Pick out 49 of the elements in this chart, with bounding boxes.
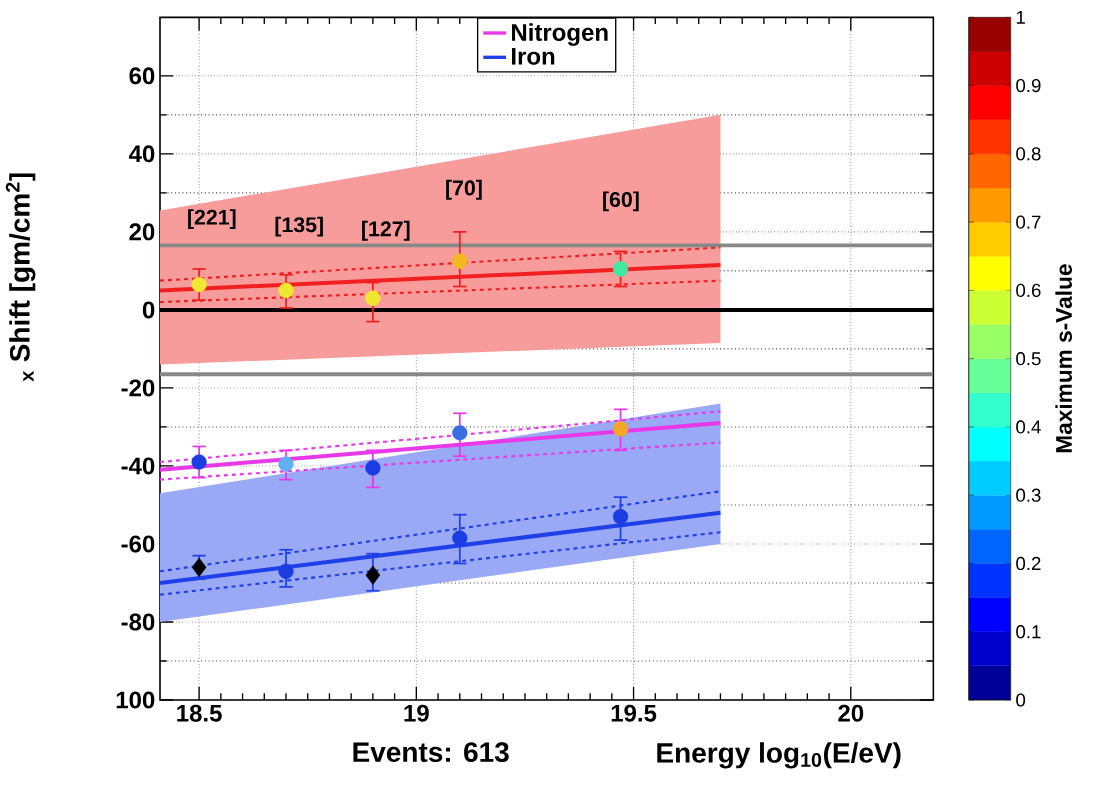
y-tick-label: -40 — [121, 457, 155, 475]
y-tick-label: 60 — [129, 67, 155, 85]
point — [452, 253, 468, 269]
color-bar-label: 0.3 — [1016, 488, 1041, 502]
x-tick-label: 19.5 — [611, 704, 657, 722]
color-bar-label: 0.5 — [1016, 352, 1041, 366]
color-bar-title: Maximum s-Value — [1055, 264, 1072, 453]
x-tick-label: 20 — [838, 704, 864, 722]
y-tick-label: 0 — [142, 301, 155, 319]
color-bar-label: 0.7 — [1016, 215, 1041, 229]
point — [191, 454, 207, 470]
color-bar-label: 0.9 — [1016, 78, 1041, 93]
point — [365, 565, 381, 585]
text: Events: 613 — [353, 742, 509, 763]
annotation: [127] — [362, 220, 410, 241]
color-bar-label: 0.8 — [1016, 147, 1041, 161]
y-tick-label: -80 — [121, 613, 155, 631]
y-tick-label: 20 — [129, 223, 155, 241]
x-tick-label: 19 — [404, 704, 429, 722]
y-axis-title: $_{x}$ Shift [gm/cm$^{2}$] — [5, 173, 36, 382]
color-bar-label: 0 — [1016, 693, 1026, 707]
point — [612, 509, 629, 525]
y-tick-label: 100 — [116, 691, 155, 709]
point — [612, 261, 629, 277]
y-tick-label: -20 — [121, 379, 155, 397]
y-tick-label: -60 — [121, 535, 155, 553]
color-bar-label: 0.4 — [1016, 420, 1041, 434]
color-bar-label: 0.6 — [1016, 283, 1041, 298]
point — [612, 421, 629, 437]
color-bar-label: 1 — [1016, 10, 1025, 24]
point — [278, 456, 294, 472]
color-bar-label: 0.2 — [1016, 556, 1041, 571]
point — [365, 460, 381, 476]
legend-label: Iron — [512, 48, 555, 65]
point — [191, 276, 207, 293]
annotation: [221] — [188, 209, 236, 230]
point — [278, 563, 294, 579]
legend-label: Nitrogen — [512, 23, 608, 46]
point — [452, 530, 468, 546]
x-tick-label: 18.5 — [177, 704, 222, 722]
y-tick-label: 40 — [128, 145, 155, 163]
annotation: [135] — [275, 216, 323, 237]
annotation: [70] — [446, 179, 482, 200]
x-axis-title: Energy log$_{10}$(E/eV) — [657, 742, 901, 769]
annotation: [60] — [603, 191, 639, 212]
point — [452, 425, 468, 441]
point — [278, 282, 294, 298]
color-bar-label: 0.1 — [1016, 625, 1041, 639]
point — [365, 290, 381, 306]
